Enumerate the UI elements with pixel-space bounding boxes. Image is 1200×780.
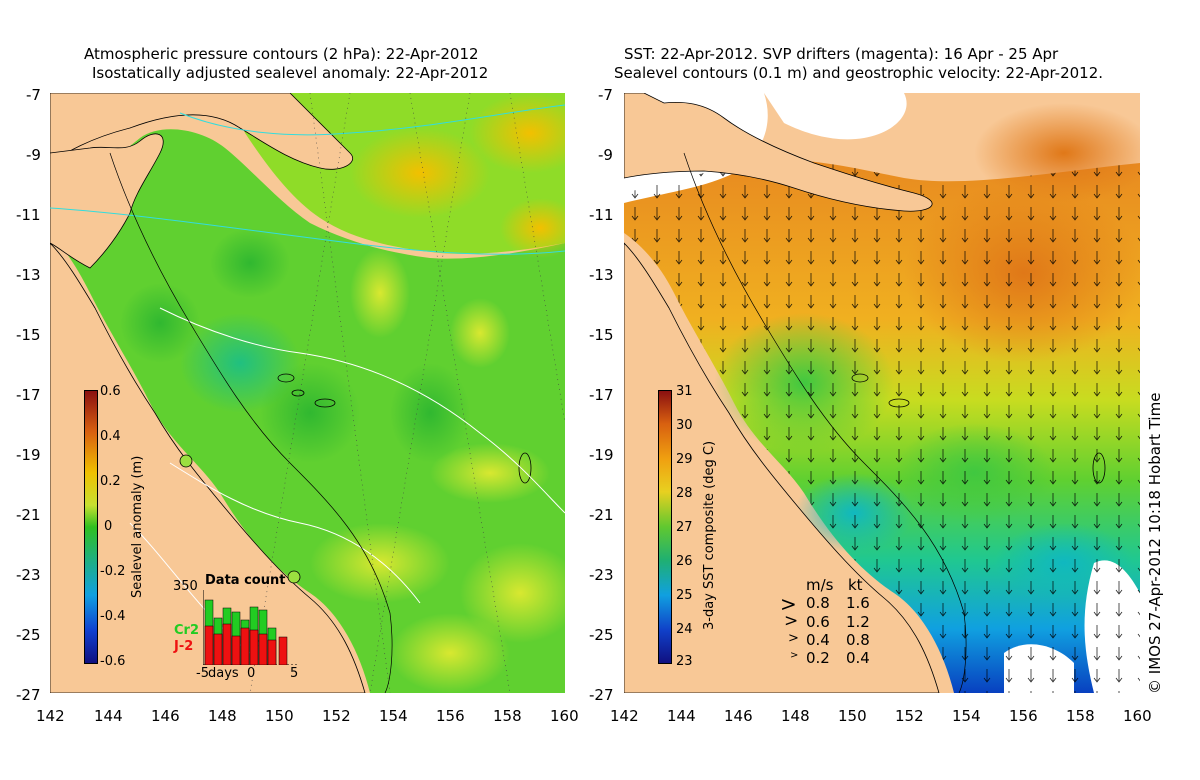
right-lon-9: 160 <box>1123 707 1152 725</box>
vel-arrow-0-icon: > <box>780 592 797 616</box>
right-lon-2: 146 <box>724 707 753 725</box>
left-cb-tick-0: 0.6 <box>100 384 121 399</box>
right-lon-0: 142 <box>610 707 639 725</box>
right-title-line2: Sealevel contours (0.1 m) and geostrophi… <box>614 64 1104 82</box>
right-lat-8: -23 <box>589 566 614 584</box>
vel-arrow-2-icon: > <box>788 631 799 646</box>
left-lon-7: 156 <box>436 707 465 725</box>
right-lon-3: 148 <box>781 707 810 725</box>
left-lon-1: 144 <box>94 707 123 725</box>
left-lat-7: -21 <box>16 506 41 524</box>
right-map[interactable] <box>624 93 1140 693</box>
vel-arrow-1-icon: > <box>784 611 799 631</box>
left-lat-5: -17 <box>16 386 41 404</box>
vel-kt-3: 0.4 <box>846 649 870 667</box>
right-lon-4: 150 <box>838 707 867 725</box>
right-lat-3: -13 <box>589 266 614 284</box>
vel-ms-0: 0.8 <box>806 594 830 612</box>
right-lat-1: -9 <box>598 146 613 164</box>
left-map[interactable] <box>50 93 565 693</box>
left-lon-5: 152 <box>322 707 351 725</box>
vel-arrow-3-icon: > <box>790 650 799 661</box>
vel-header-ms: m/s <box>806 576 834 594</box>
left-lat-8: -23 <box>16 566 41 584</box>
left-lon-9: 160 <box>550 707 579 725</box>
inset-xtick-mid: 0 <box>247 666 256 681</box>
right-lon-5: 152 <box>895 707 924 725</box>
left-title-line2: Isostatically adjusted sealevel anomaly:… <box>92 64 489 82</box>
right-lon-6: 154 <box>952 707 981 725</box>
credit-text: © IMOS 27-Apr-2012 10:18 Hobart Time <box>1146 392 1164 694</box>
left-cb-tick-1: 0.4 <box>100 429 121 444</box>
right-cb-tick-4: 27 <box>676 520 693 535</box>
inset-ymax: 350 <box>173 579 198 594</box>
left-cb-tick-5: -0.4 <box>100 609 126 624</box>
left-lon-8: 158 <box>493 707 522 725</box>
vel-kt-1: 1.2 <box>846 613 870 631</box>
right-lat-4: -15 <box>589 326 614 344</box>
inset-xlabel: days <box>208 666 239 681</box>
right-lon-7: 156 <box>1009 707 1038 725</box>
right-cb-tick-1: 30 <box>676 418 693 433</box>
left-cb-tick-4: -0.2 <box>100 564 126 579</box>
right-cb-tick-7: 24 <box>676 622 693 637</box>
left-cb-tick-2: 0.2 <box>100 474 121 489</box>
right-cb-tick-0: 31 <box>676 384 693 399</box>
right-lat-7: -21 <box>589 506 614 524</box>
left-lat-0: -7 <box>26 86 41 104</box>
vel-ms-2: 0.4 <box>806 631 830 649</box>
left-lon-4: 150 <box>265 707 294 725</box>
left-lon-3: 148 <box>208 707 237 725</box>
right-lat-6: -19 <box>589 446 614 464</box>
right-cb-tick-2: 29 <box>676 452 693 467</box>
right-cb-tick-6: 25 <box>676 588 693 603</box>
right-colorbar <box>658 390 672 664</box>
inset-bars <box>203 590 298 665</box>
vel-kt-0: 1.6 <box>846 594 870 612</box>
right-lon-8: 158 <box>1066 707 1095 725</box>
left-lat-1: -9 <box>26 146 41 164</box>
left-colorbar <box>84 390 98 664</box>
left-lat-6: -19 <box>16 446 41 464</box>
right-lat-2: -11 <box>589 206 614 224</box>
inset-xtick-left: -5 <box>196 666 209 681</box>
vel-header-kt: kt <box>848 576 863 594</box>
left-lat-3: -13 <box>16 266 41 284</box>
right-title-line1: SST: 22-Apr-2012. SVP drifters (magenta)… <box>624 45 1059 63</box>
right-lat-9: -25 <box>589 626 614 644</box>
inset-legend-b: J-2 <box>174 639 194 654</box>
left-lat-10: -27 <box>16 686 41 704</box>
inset-title: Data count <box>205 573 286 588</box>
vel-ms-3: 0.2 <box>806 649 830 667</box>
inset-xtick-right: 5 <box>290 666 299 681</box>
left-lon-6: 154 <box>379 707 408 725</box>
inset-legend-a: Cr2 <box>174 623 199 638</box>
left-cb-tick-3: 0 <box>104 519 113 534</box>
right-lat-10: -27 <box>589 686 614 704</box>
vel-kt-2: 0.8 <box>846 631 870 649</box>
left-colorbar-label: Sealevel anomaly (m) <box>130 455 145 598</box>
right-cb-tick-8: 23 <box>676 654 693 669</box>
right-lat-0: -7 <box>598 86 613 104</box>
left-lat-9: -25 <box>16 626 41 644</box>
left-cb-tick-6: -0.6 <box>100 654 126 669</box>
right-map-canvas <box>624 93 1140 693</box>
left-lat-4: -15 <box>16 326 41 344</box>
left-lon-2: 146 <box>151 707 180 725</box>
right-cb-tick-5: 26 <box>676 554 693 569</box>
left-lat-2: -11 <box>16 206 41 224</box>
right-lat-5: -17 <box>589 386 614 404</box>
right-lon-1: 144 <box>667 707 696 725</box>
right-colorbar-label: 3-day SST composite (deg C) <box>702 440 717 630</box>
vel-ms-1: 0.6 <box>806 613 830 631</box>
left-title-line1: Atmospheric pressure contours (2 hPa): 2… <box>84 45 479 63</box>
right-cb-tick-3: 28 <box>676 486 693 501</box>
left-map-canvas <box>50 93 565 693</box>
left-lon-0: 142 <box>36 707 65 725</box>
